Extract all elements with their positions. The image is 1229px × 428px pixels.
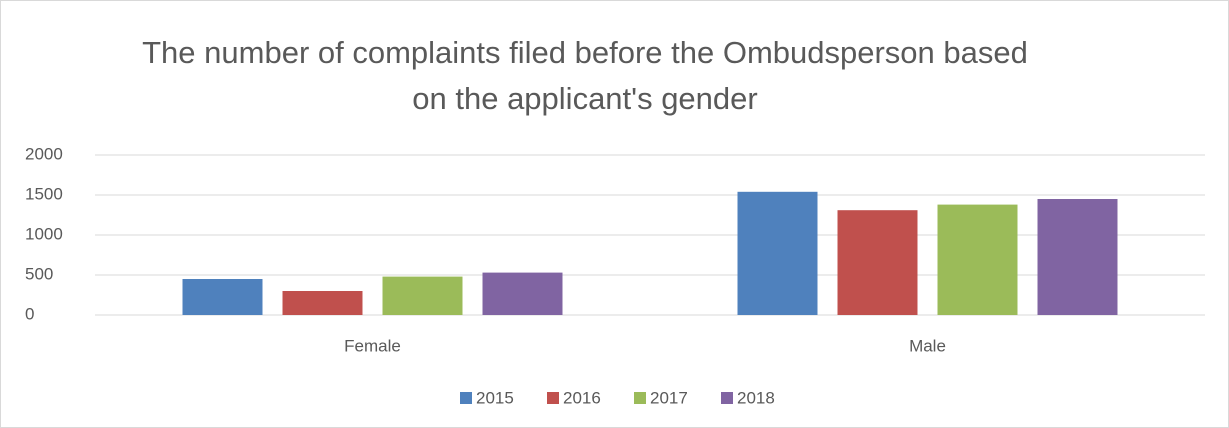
legend-swatch bbox=[460, 392, 472, 404]
legend-label: 2017 bbox=[650, 388, 688, 407]
legend-swatch bbox=[634, 392, 646, 404]
y-tick-label: 0 bbox=[25, 304, 34, 323]
x-tick-label: Male bbox=[909, 336, 946, 355]
legend-label: 2018 bbox=[737, 388, 775, 407]
x-tick-label: Female bbox=[344, 336, 401, 355]
bar bbox=[737, 191, 818, 315]
y-tick-label: 1000 bbox=[25, 224, 63, 243]
legend-label: 2015 bbox=[476, 388, 514, 407]
legend-swatch bbox=[721, 392, 733, 404]
y-tick-label: 500 bbox=[25, 264, 53, 283]
bar bbox=[937, 204, 1018, 315]
y-tick-label: 1500 bbox=[25, 184, 63, 203]
bar bbox=[282, 291, 363, 315]
bar bbox=[1037, 199, 1118, 315]
legend-swatch bbox=[547, 392, 559, 404]
y-tick-label: 2000 bbox=[25, 144, 63, 163]
bar bbox=[382, 276, 463, 315]
bar bbox=[482, 272, 563, 315]
legend-label: 2016 bbox=[563, 388, 601, 407]
chart-title: The number of complaints filed before th… bbox=[142, 35, 1028, 116]
bar bbox=[837, 210, 918, 315]
bar bbox=[182, 279, 263, 315]
